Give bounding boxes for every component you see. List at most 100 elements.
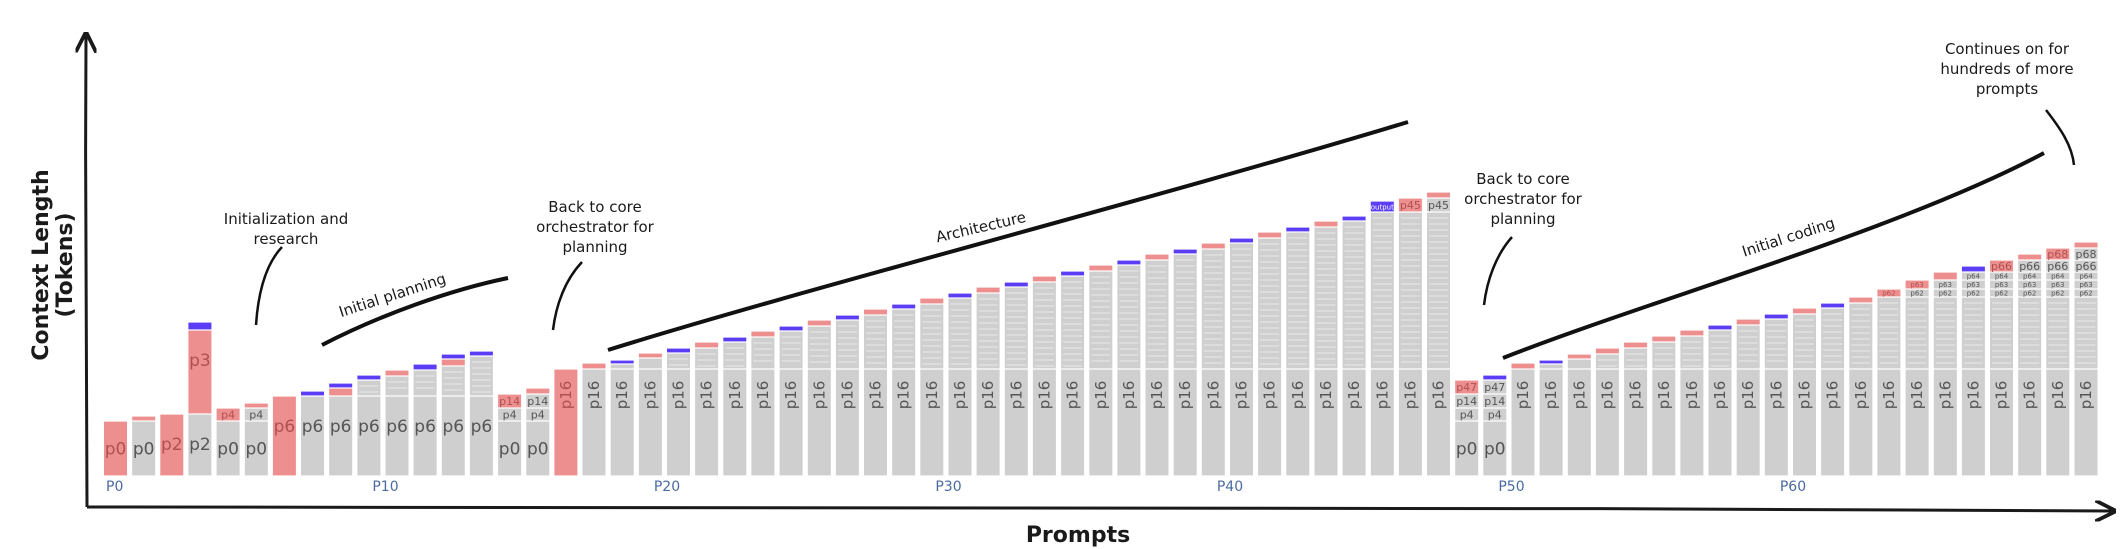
back-core-a-pointer	[551, 261, 583, 331]
bar-segment	[244, 403, 268, 408]
bar-segment	[329, 383, 353, 388]
bar-segment	[1849, 369, 1873, 476]
segment-label: p2	[161, 435, 183, 455]
segment-label: p0	[1484, 440, 1506, 460]
segment-label: p64	[2079, 273, 2093, 281]
segment-label: p16	[1233, 381, 1251, 410]
bar-prompt-38: p16	[1173, 249, 1197, 476]
bar-prompt-3: p2 p3	[188, 322, 212, 476]
initial-coding-trend	[1502, 151, 2045, 360]
bar-segment	[1736, 325, 1760, 369]
bar-segment	[1342, 216, 1366, 221]
bar-segment	[2018, 254, 2042, 260]
prompt-tick-label: P10	[372, 479, 398, 495]
bar-prompt-2: p2	[160, 414, 184, 476]
segment-label: p16	[1430, 381, 1448, 410]
bar-segment	[1933, 272, 1957, 280]
segment-label: p66	[2047, 260, 2068, 273]
bar-segment	[1117, 369, 1141, 476]
bar-segment	[160, 414, 184, 476]
bar-segment	[2046, 280, 2070, 289]
bar-segment	[976, 287, 1000, 293]
bar-segment	[1539, 360, 1563, 364]
bar-segment	[638, 369, 662, 476]
bar-segment	[1764, 314, 1788, 319]
bar-segment	[723, 342, 747, 369]
bar-prompt-11: p6	[413, 364, 437, 476]
segment-label: p16	[1767, 381, 1785, 410]
annot-back-core-b-line2: orchestrator for	[1464, 190, 1583, 208]
bar-segment	[441, 359, 465, 366]
bar-prompt-17: p16	[582, 363, 606, 476]
bar-segment	[2074, 289, 2098, 297]
bar-segment	[1933, 280, 1957, 289]
bar-segment	[1736, 369, 1760, 476]
segment-label: p16	[1345, 381, 1363, 410]
bar-segment	[272, 396, 296, 476]
segment-label: p4	[1460, 409, 1474, 422]
bar-segment	[1061, 276, 1085, 369]
segment-label: p6	[358, 417, 380, 437]
bar-segment	[1990, 272, 2013, 280]
bar-segment	[976, 293, 1000, 369]
segment-label: output	[1371, 204, 1394, 212]
bar-segment	[1736, 319, 1760, 325]
segment-label: p0	[245, 440, 267, 460]
segment-label: p16	[670, 381, 688, 410]
bar-segment	[2046, 369, 2070, 476]
bar-prompt-7: p6	[301, 391, 324, 476]
bar-segment	[498, 421, 522, 476]
bar-segment	[892, 304, 916, 309]
annot-back-core-a-line2: orchestrator for	[536, 218, 655, 236]
bar-segment	[2046, 248, 2070, 260]
y-axis-line	[86, 36, 87, 508]
segment-label: p4	[221, 409, 235, 422]
bar-prompt-20: p16	[667, 348, 690, 476]
bar-segment	[582, 369, 606, 476]
bar-prompt-37: p16	[1145, 254, 1169, 476]
bar-segment	[1117, 265, 1141, 369]
bar-segment	[1764, 369, 1788, 476]
bar-segment	[216, 408, 240, 421]
bar-segment	[385, 376, 409, 396]
bar-segment	[2074, 280, 2098, 289]
segment-label: p16	[1936, 381, 1954, 410]
x-axis-line	[86, 507, 2112, 511]
segment-label: p16	[1261, 381, 1279, 410]
bar-prompt-25: p16	[807, 320, 831, 476]
segment-label: p16	[1148, 381, 1166, 410]
segment-label: p63	[2051, 281, 2064, 289]
segment-label: p16	[782, 381, 800, 410]
bar-segment	[1905, 280, 1929, 289]
bar-segment	[441, 366, 465, 396]
bar-segment	[976, 369, 1000, 476]
bar-prompt-13: p6	[469, 351, 493, 476]
bar-prompt-16: p16	[554, 369, 578, 476]
bar-segment	[385, 396, 409, 476]
segment-label: p6	[386, 417, 408, 437]
bar-segment	[1089, 271, 1113, 369]
architecture-trend	[607, 120, 1409, 352]
bar-segment	[469, 396, 493, 476]
segment-label: p0	[217, 440, 239, 460]
bar-segment	[948, 369, 972, 476]
annot-architecture: Architecture	[934, 208, 1028, 246]
bar-prompt-5: p0 p4	[244, 403, 268, 476]
bar-segment	[1567, 369, 1591, 476]
bar-segment	[526, 394, 550, 408]
prompt-tick-label: P20	[654, 479, 680, 495]
bar-segment	[1961, 266, 1985, 272]
bar-segment	[1793, 314, 1816, 369]
bar-segment	[1990, 280, 2013, 289]
bar-segment	[1624, 369, 1648, 476]
bar-segment	[751, 369, 775, 476]
bar-segment	[498, 408, 522, 421]
bar-segment	[554, 369, 578, 476]
bar-segment	[1905, 369, 1929, 476]
bar-segment	[751, 331, 775, 337]
bar-segment	[864, 309, 887, 315]
bar-prompt-51: p16	[1539, 360, 1563, 476]
bar-segment	[301, 396, 324, 476]
bar-segment	[864, 369, 887, 476]
